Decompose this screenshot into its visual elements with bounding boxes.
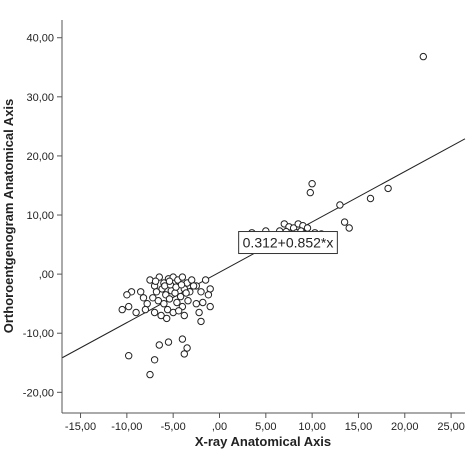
data-point [201, 276, 210, 284]
data-point [150, 356, 159, 364]
x-tick-label: 10,00 [298, 421, 326, 433]
data-point [165, 295, 174, 303]
data-point [419, 52, 427, 61]
data-point [175, 307, 183, 315]
data-point [125, 302, 133, 311]
data-point [199, 298, 207, 307]
data-point [163, 314, 171, 323]
annotation-text: 0.312+0.852*x [243, 235, 334, 251]
data-point [118, 305, 126, 314]
data-point [151, 277, 160, 285]
data-point [336, 201, 344, 209]
data-point [149, 294, 157, 302]
x-axis-title: X-ray Anatomical Axis [195, 434, 331, 449]
y-tick-label: 20,00 [26, 151, 54, 163]
data-point [306, 188, 314, 197]
x-tick-label: 20,00 [391, 421, 419, 433]
data-point [164, 338, 173, 346]
fit-equation-annotation: 0.312+0.852*x [238, 231, 338, 255]
y-tick-label: 40,00 [26, 33, 54, 45]
data-point [189, 282, 198, 290]
y-tick-label: 10,00 [26, 210, 54, 222]
data-point [340, 218, 349, 226]
marks-layer [61, 52, 466, 379]
data-point [176, 292, 185, 301]
y-axis-ticks: 40,00 30,00 20,00 10,00 ,00 -10,00 -20,00 [23, 33, 62, 399]
data-point [195, 308, 203, 317]
data-point [154, 297, 163, 305]
plot-area [62, 20, 465, 413]
data-point [366, 194, 375, 203]
data-point [180, 350, 189, 358]
annotation-box [238, 231, 338, 255]
data-point [132, 308, 140, 317]
data-point [345, 224, 353, 232]
data-point [146, 370, 154, 379]
data-point [197, 288, 205, 296]
x-tick-label: 5,00 [255, 421, 276, 433]
y-tick-label: -20,00 [23, 387, 54, 399]
data-point [165, 277, 174, 285]
data-point [192, 300, 201, 308]
data-point [308, 180, 316, 188]
data-point [183, 344, 191, 352]
data-point [303, 224, 312, 232]
data-point [197, 317, 205, 326]
data-point [150, 308, 159, 317]
data-point [182, 289, 190, 297]
x-tick-label: -10,00 [111, 421, 142, 433]
data-point [160, 300, 168, 308]
y-tick-label: ,00 [39, 269, 54, 281]
x-tick-label: -15,00 [65, 421, 96, 433]
x-tick-label: 25,00 [437, 421, 465, 433]
data-point [137, 288, 145, 296]
y-tick-label: 30,00 [26, 92, 54, 104]
data-point [155, 341, 164, 349]
data-point [184, 297, 192, 305]
data-point [141, 305, 150, 314]
data-point [180, 311, 189, 320]
data-point [125, 352, 133, 360]
x-tick-label: -5,00 [161, 421, 186, 433]
data-point [123, 291, 131, 299]
data-point [163, 305, 172, 314]
data-point [177, 281, 186, 289]
data-point [139, 294, 148, 302]
data-point [173, 298, 181, 307]
x-tick-label: 15,00 [345, 421, 373, 433]
data-point [157, 311, 165, 320]
x-axis-ticks: -15,00 -10,00 -5,00 ,00 5,00 10,00 15,00 20,00 2… [65, 413, 465, 433]
data-point [178, 335, 187, 343]
y-axis-title: Orthoroentgenogram Anatomical Axis [1, 99, 16, 334]
y-tick-label: -10,00 [23, 328, 54, 340]
x-tick-label: ,00 [212, 421, 227, 433]
data-point [152, 288, 161, 296]
data-point [206, 302, 214, 311]
data-point [204, 291, 213, 299]
data-point [384, 184, 392, 193]
data-point [178, 273, 187, 281]
